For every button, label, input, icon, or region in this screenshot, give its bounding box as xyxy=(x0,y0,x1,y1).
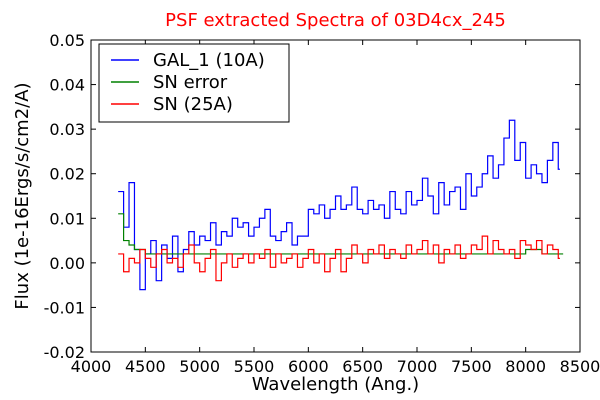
legend-label-1: SN error xyxy=(153,72,228,93)
y-tick-label: 0.02 xyxy=(49,165,85,184)
x-tick-label: 6000 xyxy=(288,357,329,376)
y-tick-label: 0.03 xyxy=(49,120,85,139)
series-line-2 xyxy=(118,235,560,282)
x-tick-label: 5500 xyxy=(234,357,275,376)
legend-label-2: SN (25A) xyxy=(153,94,233,115)
legend-label-0: GAL_1 (10A) xyxy=(153,50,265,71)
x-tick-label: 5000 xyxy=(179,357,220,376)
x-tick-label: 7500 xyxy=(451,357,492,376)
chart-title: PSF extracted Spectra of 03D4cx_245 xyxy=(165,10,506,31)
x-axis-label: Wavelength (Ang.) xyxy=(252,374,419,395)
x-tick-label: 4000 xyxy=(71,357,112,376)
x-tick-label: 6500 xyxy=(342,357,383,376)
y-tick-label: 0.01 xyxy=(49,209,85,228)
series-line-1 xyxy=(118,213,564,255)
x-tick-label: 8500 xyxy=(560,357,600,376)
y-tick-label: 0.00 xyxy=(49,254,85,273)
ticks-layer: 4000 4500 5000 5500 6000 6500 7000 7500 8000 8500… xyxy=(44,31,600,376)
x-tick-label: 4500 xyxy=(125,357,166,376)
y-tick-label: -0.02 xyxy=(44,343,85,362)
y-tick-label: 0.05 xyxy=(49,31,85,50)
x-tick-label: 7000 xyxy=(397,357,438,376)
series-layer xyxy=(118,119,564,291)
plot-frame xyxy=(90,39,581,353)
series-line-0 xyxy=(118,119,560,291)
legend-box xyxy=(98,43,290,123)
y-tick-label: 0.04 xyxy=(49,76,85,95)
y-tick-label: -0.01 xyxy=(44,298,85,317)
x-tick-label: 8000 xyxy=(505,357,546,376)
y-axis-label: Flux (1e-16Ergs/s/cm2/A) xyxy=(12,82,33,309)
